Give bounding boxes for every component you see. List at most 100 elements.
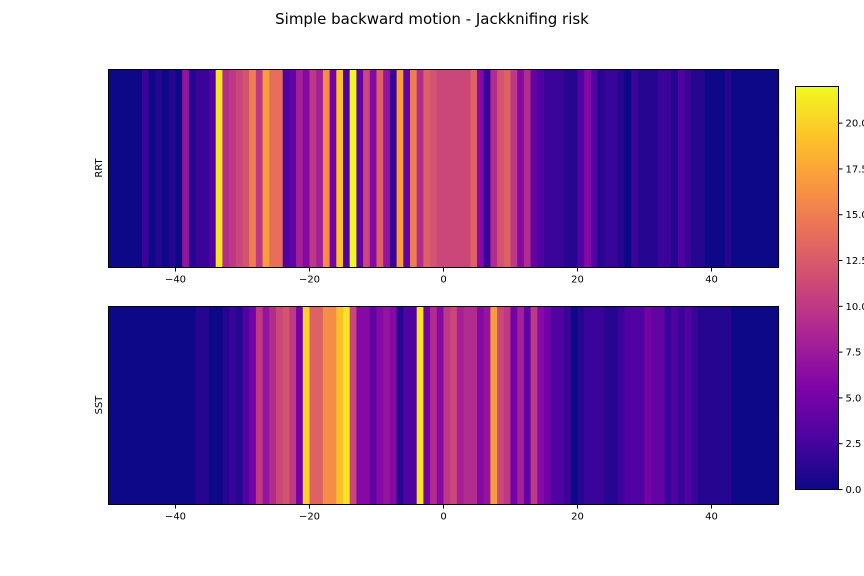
x-tick-label: −40 [165,512,186,523]
heatmap-cell [182,69,190,268]
colorbar-frame [795,86,839,490]
heatmap-cell [477,306,485,505]
y-axis-label-rrt: RRT [94,157,105,177]
heatmap-cell [503,69,512,268]
heatmap-cell [724,306,733,505]
heatmap-cell [557,306,565,505]
heatmap-cell [664,306,672,505]
heatmap-cell [135,69,143,268]
heatmap-cell [678,306,686,505]
x-axis-rrt: −40 −20 0 20 40 [165,267,718,286]
heatmap-cell [483,306,491,505]
heatmap-cell [631,306,639,505]
heatmap-cell [738,306,746,505]
heatmap-cell [430,306,438,505]
heatmap-cell [497,306,505,505]
heatmap-cell [584,69,592,268]
colorbar-ticks: 0.0 2.5 5.0 7.5 10.0 12.5 15.0 17.5 20.0 [838,119,864,496]
heatmap-cell [691,306,699,505]
heatmap-cell [738,69,746,268]
heatmap-cell [175,306,183,505]
heatmap-cell [624,306,632,505]
heatmap-cell [148,306,156,505]
heatmap-cell [517,69,525,268]
heatmap-cell [758,69,766,268]
heatmap-cell [617,69,625,268]
heatmap-cell [557,69,565,268]
heatmap-cell [436,306,445,505]
heatmap-cell [182,306,190,505]
heatmap-cell [403,69,411,268]
heatmap-cell [135,306,143,505]
heatmap-cell [711,306,719,505]
heatmap-cell [678,69,686,268]
heatmap-cell [383,69,391,268]
heatmap-cell [229,69,237,268]
heatmap-panel-rrt: RRT −40 −20 0 20 40 [94,69,780,286]
heatmap-cell [215,306,223,505]
heatmap-cell [142,306,150,505]
x-tick-label: 20 [571,512,584,523]
x-tick-label: 20 [571,275,584,286]
heatmap-cell [410,69,418,268]
heatmap-cell [590,306,599,505]
heatmap-cell [168,306,177,505]
x-tick-label: 0 [440,275,446,286]
heatmap-cell [644,306,652,505]
heatmap-cell [195,69,203,268]
heatmap-cell [664,69,672,268]
heatmap-cell [771,306,780,505]
heatmap-cell [282,69,290,268]
heatmap-cell [657,69,666,268]
heatmap-cell [128,69,136,268]
heatmap-cell [704,306,713,505]
heatmap-cell [209,69,217,268]
heatmap-cell [255,306,264,505]
heatmap-cell [624,69,632,268]
heatmap-cell [309,306,317,505]
heatmap-cell [597,69,605,268]
heatmap-cell [751,306,759,505]
heatmap-cell [363,69,371,268]
heatmap-cell [456,69,465,268]
x-axis-sst: −40 −20 0 20 40 [165,504,718,523]
heatmap-cell [356,306,364,505]
heatmap-cell [604,306,612,505]
heatmap-cell [631,69,639,268]
heatmap-cell [537,69,545,268]
heatmap-cell [651,69,659,268]
heatmap-cell [316,306,324,505]
heatmap-cell [322,306,331,505]
heatmap-cell [544,69,552,268]
heatmap-cell [443,69,451,268]
heatmap-cell [758,306,766,505]
heatmap-cell [550,306,558,505]
heatmap-panel-sst: SST −40 −20 0 20 40 [94,306,780,523]
heatmap-cell [490,69,498,268]
colorbar-tick-label: 5.0 [846,393,862,404]
heatmap-cell [450,69,458,268]
heatmap-cell [363,306,371,505]
heatmap-cell [222,306,230,505]
colorbar-gradient [795,86,839,490]
heatmap-cell [423,69,431,268]
heatmap-cell [262,306,270,505]
heatmap-cell [396,306,404,505]
heatmap-cell [349,306,357,505]
heatmap-cell [510,69,518,268]
heatmap-cell [276,69,284,268]
heatmap-cell [121,69,130,268]
heatmap-cell [564,306,572,505]
heatmap-cell [209,306,217,505]
x-tick-label: −20 [299,512,320,523]
heatmap-cell [343,306,351,505]
heatmap-cell [249,69,257,268]
heatmap-cell [396,69,404,268]
heatmap-cell [698,306,706,505]
heatmap-cell [550,69,558,268]
heatmap-cell [691,69,699,268]
heatmap-cell [296,69,304,268]
heatmap-cell [611,69,619,268]
heatmap-cell [115,69,123,268]
heatmap-cell [765,69,773,268]
